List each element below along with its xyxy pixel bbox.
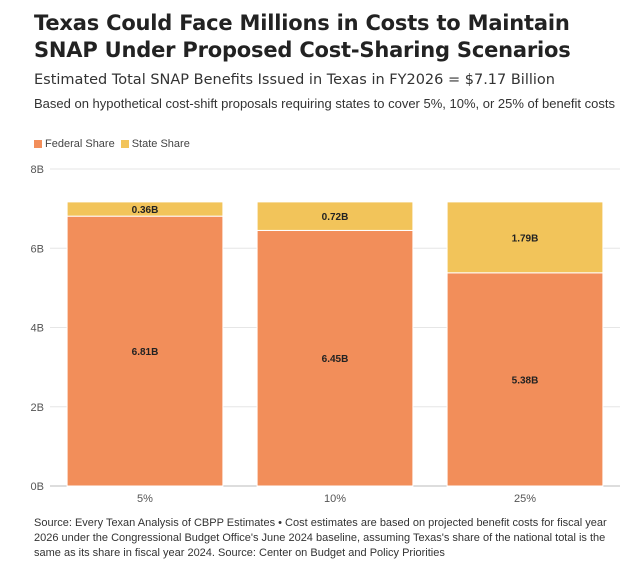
y-tick-label: 8B [31, 164, 44, 176]
legend-label-state: State Share [131, 138, 190, 150]
x-tick-label: 10% [324, 493, 346, 505]
legend-swatch-state [120, 140, 129, 148]
legend-item-state: State Share [120, 138, 190, 150]
bar-segment [66, 201, 224, 217]
bar-segment [66, 215, 224, 487]
data-label: 6.45B [322, 354, 349, 365]
data-label: 1.79B [512, 233, 539, 244]
legend-swatch-federal [34, 140, 42, 148]
stacked-bar-chart: 0B 2B 4B 6B 8B 6.81B 0.36B 5% 6.45B 0.72B 10% 5.38B… [31, 164, 620, 505]
chart-subtitle: Estimated Total SNAP Benefits Issued in … [34, 72, 555, 88]
chart-title: Texas Could Face Millions in Costs to Ma… [34, 11, 571, 62]
y-tick-label: 6B [31, 243, 44, 255]
y-tick-label: 2B [31, 402, 44, 414]
data-label: 0.72B [322, 212, 349, 223]
bar-segment [446, 201, 604, 274]
chart-description: Based on hypothetical cost-shift proposa… [34, 96, 615, 111]
legend-item-federal: Federal Share [34, 138, 115, 150]
bar-segment [256, 201, 414, 231]
y-tick-label: 4B [31, 323, 44, 335]
bar-segment [446, 272, 604, 487]
data-label: 5.38B [512, 375, 539, 386]
legend: Federal Share State Share [34, 138, 196, 150]
y-tick-label: 0B [31, 481, 44, 493]
data-label: 0.36B [132, 205, 159, 216]
bar-segment [256, 229, 414, 487]
x-tick-label: 25% [514, 493, 536, 505]
legend-label-federal: Federal Share [45, 138, 115, 150]
data-label: 6.81B [132, 347, 159, 358]
x-tick-label: 5% [137, 493, 153, 505]
source-note: Source: Every Texan Analysis of CBPP Est… [34, 517, 607, 559]
